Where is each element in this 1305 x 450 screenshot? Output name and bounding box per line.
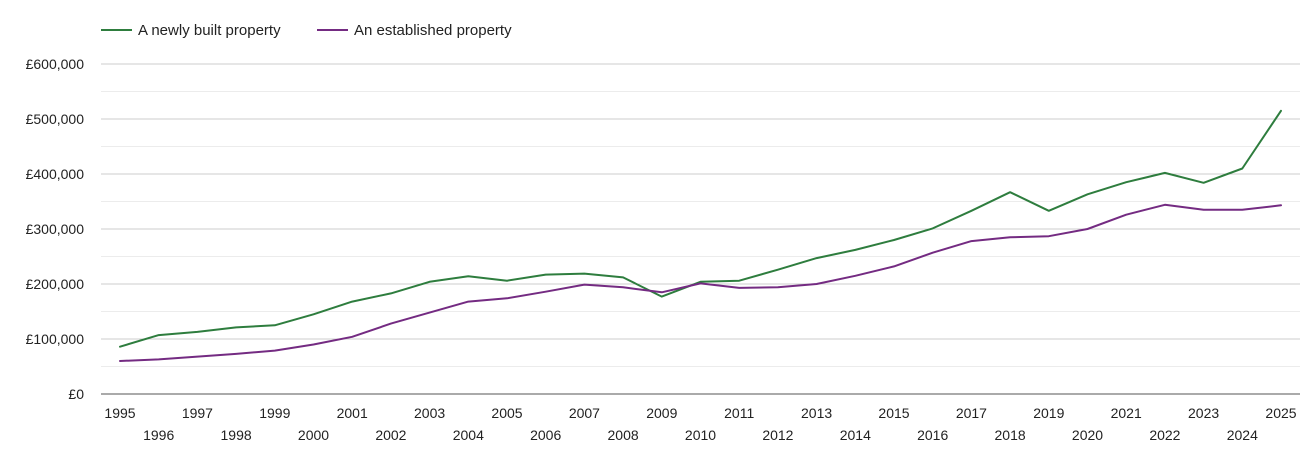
x-tick-label: 2013 <box>801 405 832 421</box>
y-tick-label: £500,000 <box>26 111 85 127</box>
gridlines <box>101 63 1300 395</box>
x-tick-label: 2010 <box>685 427 716 443</box>
y-tick-label: £200,000 <box>26 276 85 292</box>
x-tick-label: 2023 <box>1188 405 1219 421</box>
legend-label-established: An established property <box>354 22 512 39</box>
x-tick-label: 2000 <box>298 427 329 443</box>
x-tick-label: 2003 <box>414 405 445 421</box>
x-tick-label: 2002 <box>375 427 406 443</box>
y-axis: £0 £100,000 £200,000 £300,000 £400,000 £500,0… <box>26 56 85 402</box>
series-lines <box>119 109 1282 362</box>
x-tick-label: 2005 <box>491 405 522 421</box>
y-tick-label: £100,000 <box>26 331 85 347</box>
x-tick-label: 2014 <box>840 427 871 443</box>
x-tick-label: 2012 <box>762 427 793 443</box>
x-tick-label: 1999 <box>259 405 290 421</box>
legend-label-newly-built: A newly built property <box>138 22 281 39</box>
x-tick-label: 2020 <box>1072 427 1103 443</box>
y-tick-label: £600,000 <box>26 56 85 72</box>
x-tick-label: 2001 <box>337 405 368 421</box>
x-tick-label: 2011 <box>724 405 754 421</box>
x-tick-label: 1995 <box>104 405 135 421</box>
x-tick-label: 2018 <box>995 427 1026 443</box>
x-tick-label: 1997 <box>182 405 213 421</box>
legend: A newly built property An established pr… <box>101 22 512 39</box>
y-tick-label: £400,000 <box>26 166 85 182</box>
x-tick-label: 2022 <box>1149 427 1180 443</box>
x-tick-label: 1998 <box>221 427 252 443</box>
x-tick-label: 1996 <box>143 427 174 443</box>
x-tick-label: 2017 <box>956 405 987 421</box>
x-tick-label: 2015 <box>878 405 909 421</box>
x-tick-label: 2007 <box>569 405 600 421</box>
x-tick-label: 2006 <box>530 427 561 443</box>
series-line-established <box>119 203 1282 362</box>
x-tick-label: 2021 <box>1111 405 1142 421</box>
x-tick-label: 2016 <box>917 427 948 443</box>
x-tick-label: 2004 <box>453 427 484 443</box>
x-tick-label: 2025 <box>1265 405 1296 421</box>
x-tick-label: 2019 <box>1033 405 1064 421</box>
x-tick-label: 2009 <box>646 405 677 421</box>
x-axis: 1995 1996 1997 1998 1999 2000 2001 2002 2003 2004… <box>104 405 1296 443</box>
x-tick-label: 2008 <box>608 427 639 443</box>
x-tick-label: 2024 <box>1227 427 1258 443</box>
series-line-newly-built <box>119 109 1282 348</box>
y-tick-label: £0 <box>68 386 84 402</box>
y-tick-label: £300,000 <box>26 221 85 237</box>
